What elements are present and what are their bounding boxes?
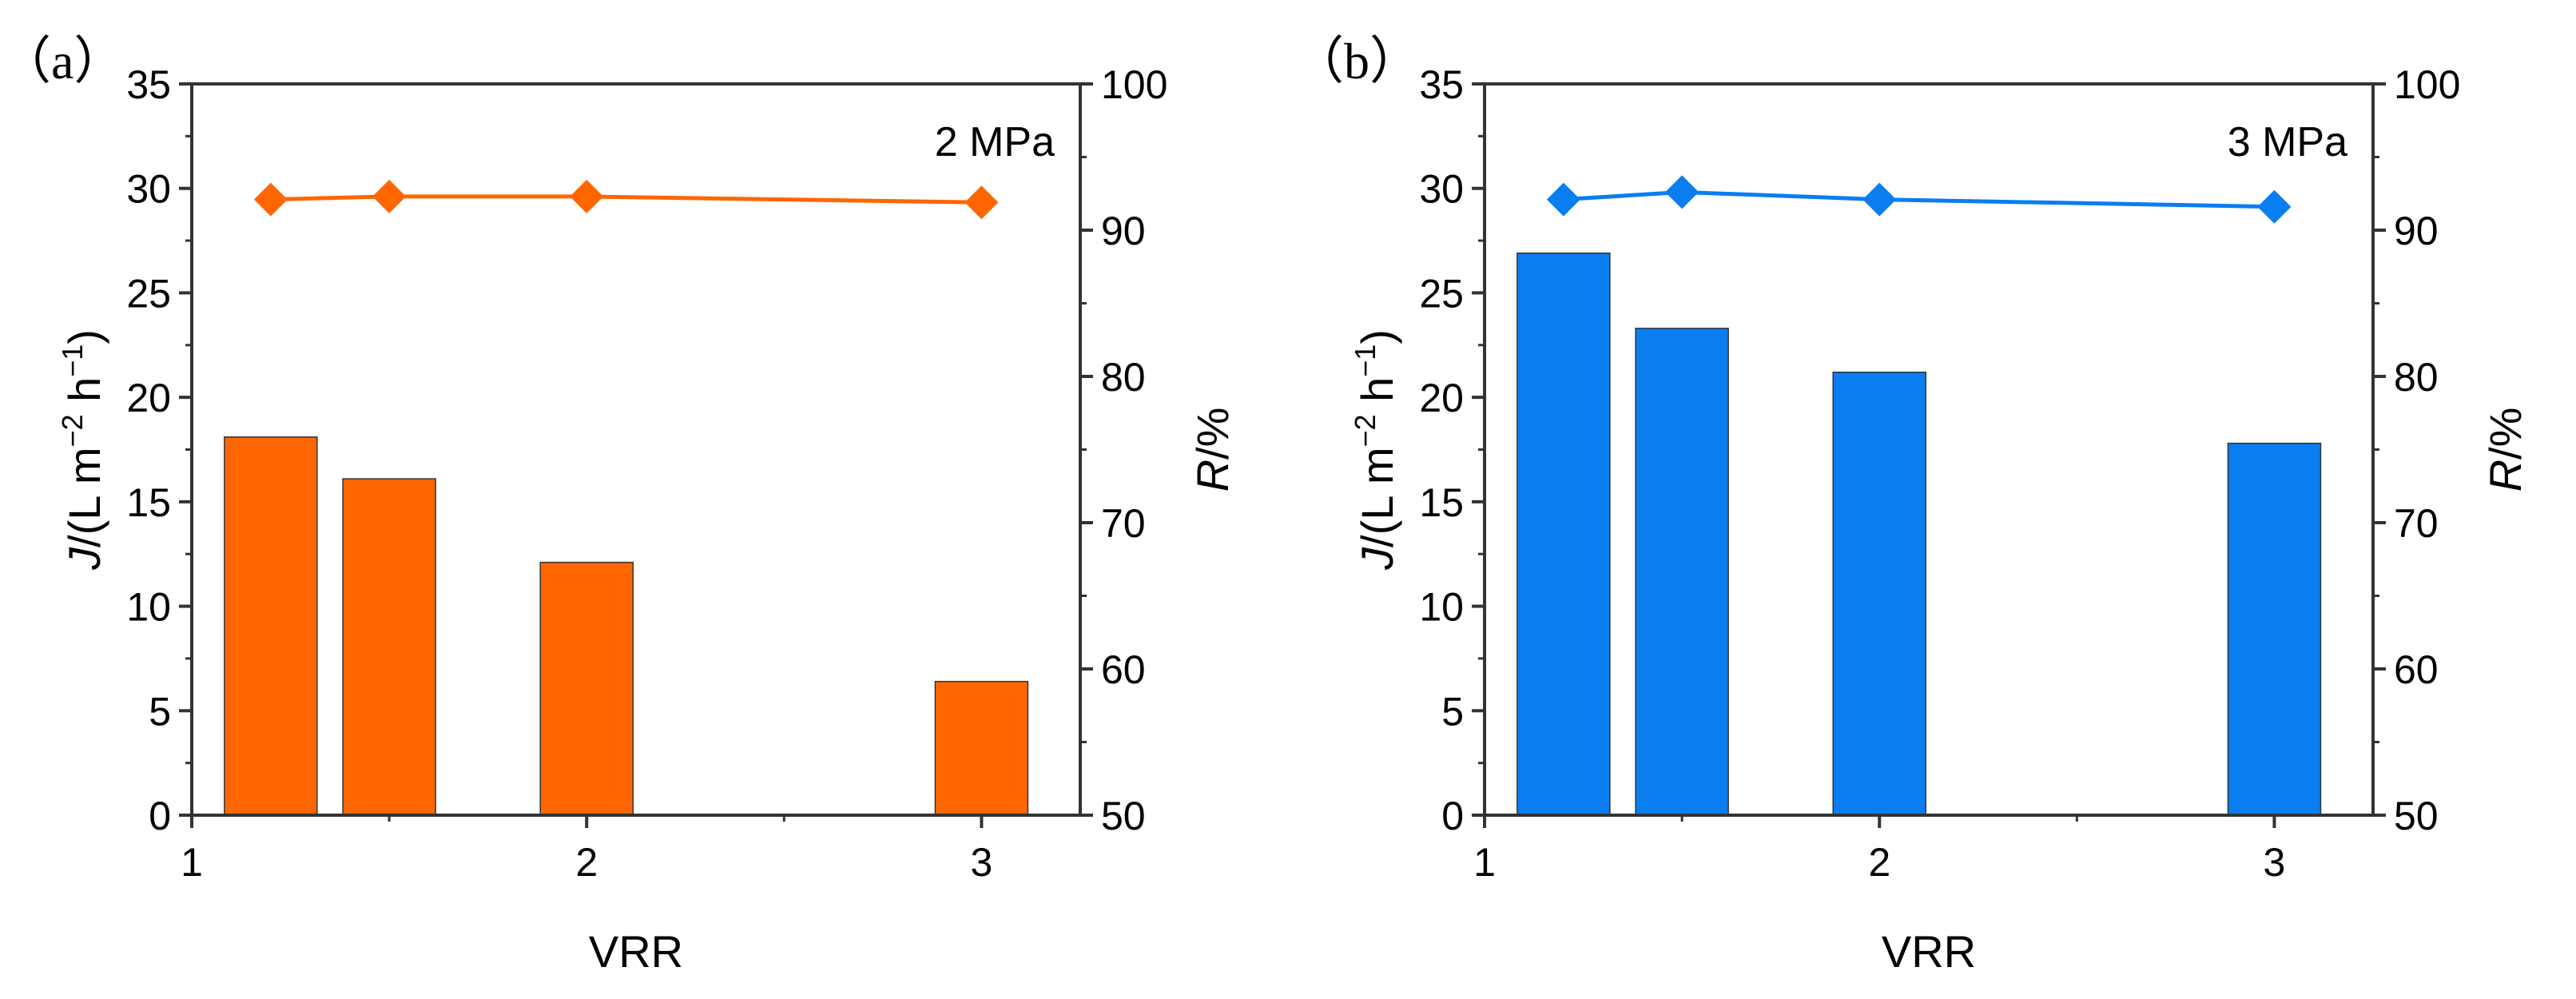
y-left-tick-label: 15	[1419, 480, 1464, 525]
x-axis-label: VRR	[589, 926, 683, 977]
y-left-label-text: /(L m	[59, 447, 109, 547]
y-left-label-text: h	[1352, 377, 1402, 415]
line-marker-4	[2257, 189, 2292, 224]
y-left-tick-label: 10	[126, 585, 171, 630]
y-right-tick-label: 80	[2394, 355, 2439, 400]
y-left-tick-label: 30	[126, 167, 171, 212]
y-right-axis-label: R/%	[2480, 408, 2530, 492]
y-left-tick-label: 20	[1419, 376, 1464, 420]
y-right-label-text: /%	[1187, 408, 1238, 460]
y-left-tick-label: 5	[1441, 689, 1464, 734]
y-left-axis-label: J/(L m−2 h−1)	[56, 329, 109, 571]
y-right-tick-label: 80	[1101, 355, 1146, 400]
y-left-label-exponent: −2	[1349, 414, 1381, 447]
y-left-tick-label: 30	[1419, 167, 1464, 212]
y-right-label-symbol: R	[2480, 460, 2530, 492]
bar-2	[342, 478, 436, 816]
y-right-label-symbol: R	[1187, 460, 1238, 492]
line-marker-3	[570, 179, 604, 213]
y-left-tick-label: 35	[1419, 62, 1464, 107]
x-tick-label: 3	[2264, 840, 2286, 885]
y-left-label-exponent: −2	[56, 414, 89, 447]
y-right-axis-label: R/%	[1187, 408, 1238, 492]
series-line-r	[1563, 189, 2275, 209]
y-left-tick-label: 35	[126, 62, 171, 107]
y-right-tick-label: 50	[2394, 794, 2439, 838]
y-right-tick-label: 70	[1101, 501, 1146, 546]
line-marker-1	[253, 182, 288, 217]
y-left-tick-label: 25	[126, 271, 171, 316]
y-right-tick-label: 90	[1101, 209, 1146, 253]
y-right-tick-label: 90	[2394, 209, 2439, 253]
y-left-label-symbol: J	[59, 547, 109, 571]
bar-3	[1832, 372, 1926, 816]
line-marker-4	[964, 185, 999, 220]
x-tick-label: 2	[1868, 840, 1890, 885]
bar-3	[539, 561, 634, 816]
y-right-tick-label: 100	[1101, 62, 1167, 107]
bar-4	[934, 680, 1029, 816]
y-left-tick-label: 5	[149, 689, 171, 734]
bar-4	[2227, 442, 2322, 816]
bar-1	[224, 436, 318, 816]
y-left-label-text: /(L m	[1352, 447, 1402, 547]
y-right-tick-label: 70	[2394, 501, 2439, 546]
y-left-tick-label: 25	[1419, 271, 1464, 316]
y-right-tick-label: 100	[2394, 62, 2460, 107]
line-marker-2	[372, 179, 407, 213]
y-left-label-text: )	[59, 329, 109, 344]
y-left-label-symbol: J	[1352, 547, 1402, 571]
x-tick-label: 3	[971, 840, 993, 885]
y-right-tick-label: 60	[1101, 647, 1146, 692]
panel-label: （a）	[0, 33, 125, 90]
y-right-tick-label: 50	[1101, 794, 1146, 838]
y-left-label-exponent: −1	[1349, 344, 1381, 377]
y-left-tick-label: 10	[1419, 585, 1464, 630]
y-right-tick-label: 60	[2394, 647, 2439, 692]
y-left-tick-label: 20	[126, 376, 171, 420]
y-left-label-exponent: −1	[56, 344, 89, 377]
line-marker-2	[1665, 175, 1699, 209]
y-left-axis-label: J/(L m−2 h−1)	[1349, 329, 1402, 571]
bar-1	[1517, 253, 1611, 816]
bar-2	[1635, 328, 1729, 816]
y-left-tick-label: 15	[126, 480, 171, 525]
pressure-annotation: 3 MPa	[2228, 119, 2347, 165]
line-marker-1	[1546, 182, 1580, 217]
pressure-annotation: 2 MPa	[935, 119, 1055, 165]
series-line-r	[270, 194, 982, 205]
y-left-tick-label: 0	[149, 794, 171, 838]
panel-label: （b）	[1293, 33, 1421, 90]
x-tick-label: 1	[1473, 840, 1496, 885]
x-axis-label: VRR	[1882, 926, 1976, 977]
x-tick-label: 2	[575, 840, 598, 885]
y-left-label-text: )	[1352, 329, 1402, 344]
y-right-label-text: /%	[2480, 408, 2530, 460]
y-left-label-text: h	[59, 377, 109, 415]
line-marker-3	[1862, 182, 1897, 217]
y-left-tick-label: 0	[1441, 794, 1464, 838]
x-tick-label: 1	[181, 840, 203, 885]
